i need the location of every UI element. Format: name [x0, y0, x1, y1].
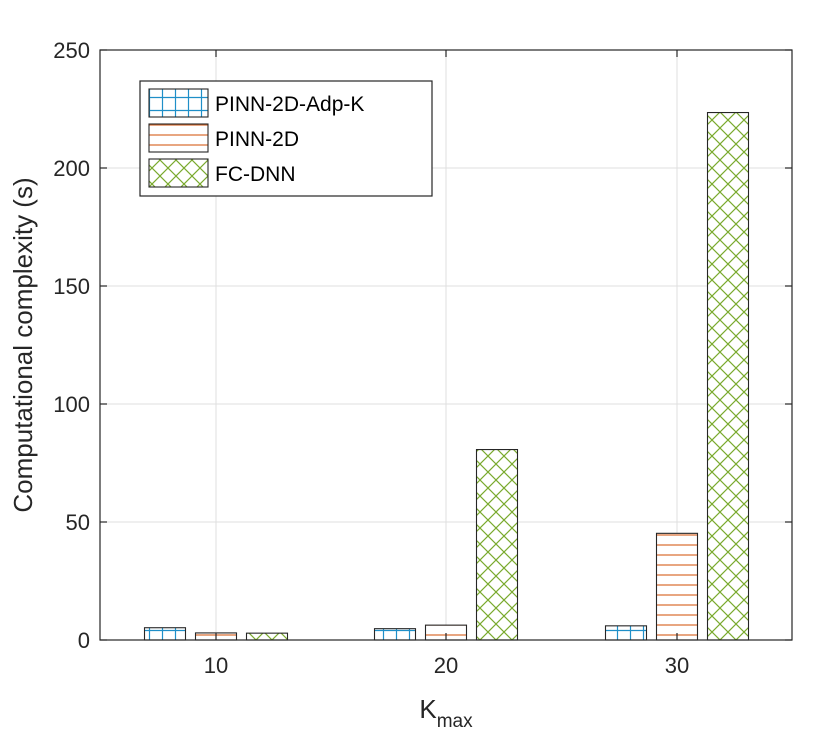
bar-pinn-2d-30: [655, 532, 699, 641]
x-axis-title-main: K: [419, 694, 437, 724]
bar-pinn-2d-20: [424, 624, 468, 641]
bar-pinn-2d-adp-k-10: [143, 627, 187, 641]
x-tick-label: 10: [204, 653, 228, 678]
y-tick-label: 200: [53, 156, 90, 181]
x-tick-label: 20: [434, 653, 458, 678]
y-tick-label: 100: [53, 392, 90, 417]
y-tick-label: 150: [53, 274, 90, 299]
bar: [373, 628, 417, 641]
bar: [143, 627, 187, 641]
y-tick-label: 50: [66, 510, 90, 535]
legend: PINN-2D-Adp-K PINN-2D FC-DNN: [139, 80, 433, 197]
y-tick-label: 0: [78, 628, 90, 653]
bar-pinn-2d-adp-k-20: [373, 628, 417, 641]
y-tick-label: 250: [53, 38, 90, 63]
bar-fc-dnn-20: [475, 448, 519, 641]
legend-label: PINN-2D: [215, 128, 299, 151]
bar: [655, 532, 699, 641]
bar-fc-dnn-30: [706, 111, 750, 641]
bar: [245, 632, 289, 641]
legend-label: FC-DNN: [215, 163, 295, 186]
x-tick-label: 30: [665, 653, 689, 678]
bar: [604, 625, 648, 641]
bar-pinn-2d-adp-k-30: [604, 625, 648, 641]
bar: [706, 111, 750, 641]
x-axis-title: Kmax: [419, 694, 473, 732]
bar-fc-dnn-10: [245, 632, 289, 641]
y-axis-title: Computational complexity (s): [8, 177, 38, 512]
x-axis-title-subscript: max: [437, 711, 473, 732]
legend-swatch: [148, 88, 209, 118]
bar: [475, 448, 519, 641]
axis-ticks: 0 50 100 150 200 250 10 20 30: [53, 38, 792, 678]
legend-swatch: [148, 158, 209, 188]
legend-label: PINN-2D-Adp-K: [215, 93, 364, 116]
legend-swatch: [148, 123, 209, 153]
